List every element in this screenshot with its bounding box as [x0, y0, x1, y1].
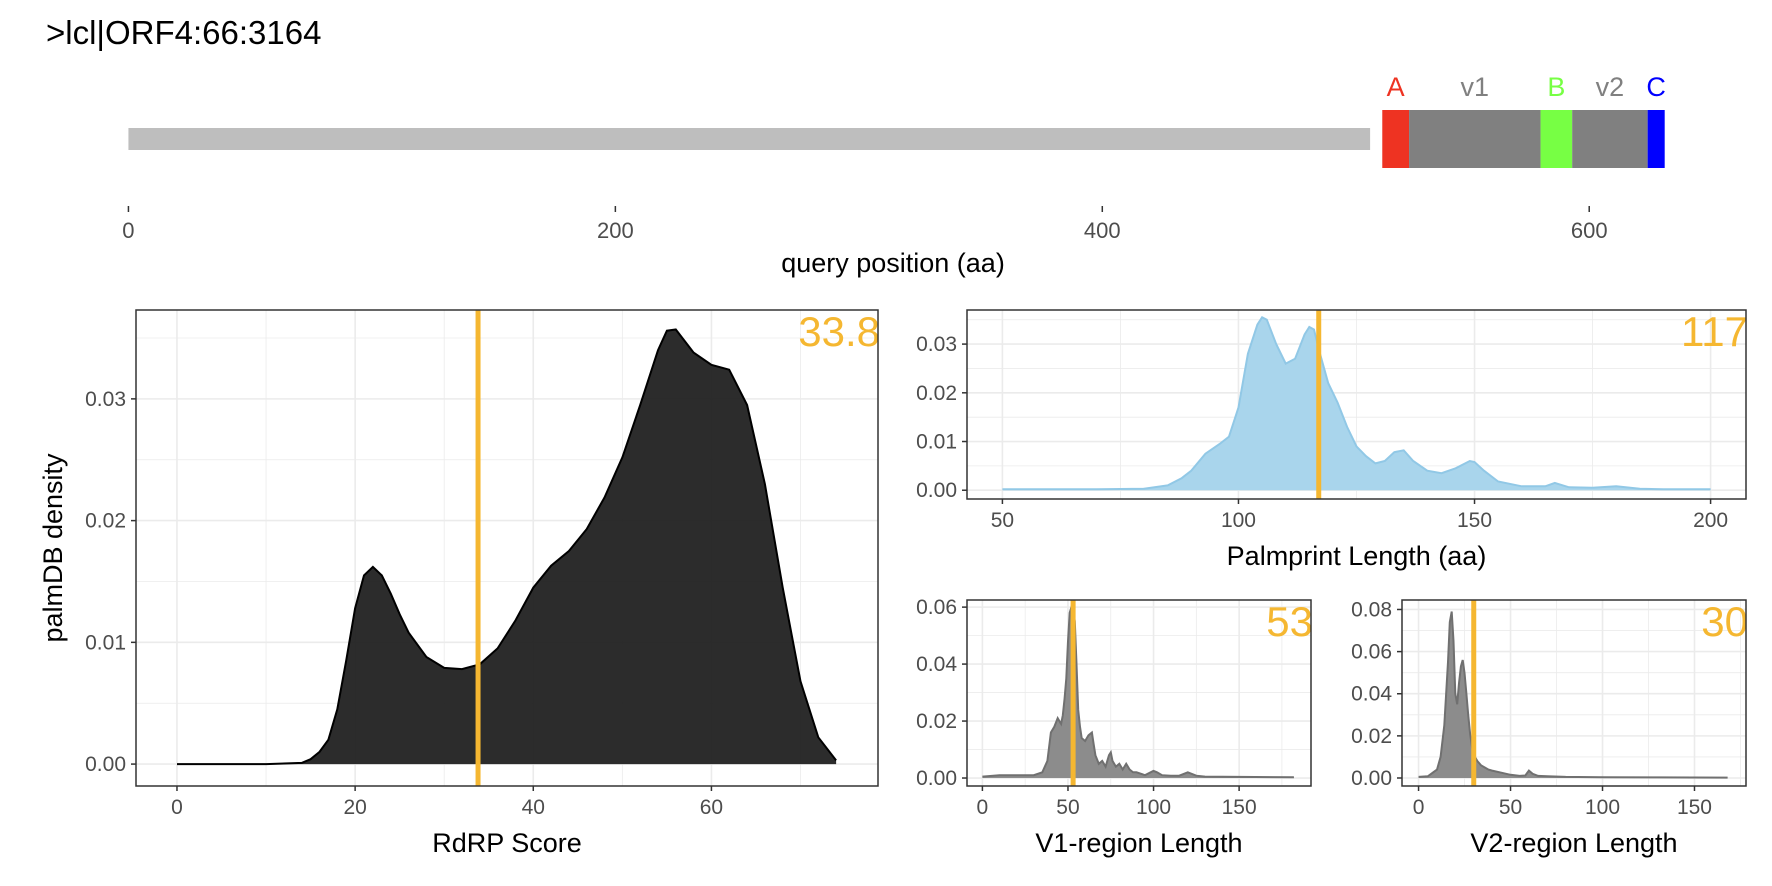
motif-segment-v1 [1409, 110, 1541, 168]
track-tick-label: 400 [1084, 218, 1121, 243]
track-tick-label: 200 [597, 218, 634, 243]
x-tick-label: 100 [1136, 796, 1171, 819]
y-tick-label: 0.00 [85, 753, 126, 776]
query-marker-value: 30 [1701, 598, 1748, 645]
density-line [1002, 315, 1711, 491]
query-bar [128, 128, 1371, 150]
x-tick-label: 0 [171, 796, 183, 819]
x-tick-label: 60 [700, 796, 723, 819]
plot-background [967, 600, 1311, 786]
motif-segment-B [1540, 110, 1573, 168]
track-tick-label: 0 [122, 218, 134, 243]
density-line [982, 605, 1294, 779]
x-axis-label: RdRP Score [432, 828, 582, 858]
density-area [982, 607, 1294, 779]
query-marker-value: 53 [1266, 598, 1313, 645]
x-tick-label: 100 [1585, 796, 1620, 819]
x-tick-label: 150 [1457, 509, 1492, 532]
y-tick-label: 0.01 [85, 631, 126, 654]
density-area [1002, 317, 1711, 491]
y-tick-label: 0.02 [1351, 725, 1392, 748]
y-tick-label: 0.00 [916, 479, 957, 502]
y-tick-label: 0.02 [916, 382, 957, 405]
motif-segment-A [1382, 110, 1410, 168]
panel-border [966, 309, 1747, 500]
motif-label-v1: v1 [1461, 72, 1490, 102]
motif-segment-C [1647, 110, 1665, 168]
y-tick-label: 0.04 [1351, 683, 1392, 706]
y-tick-label: 0.00 [916, 767, 957, 790]
sequence-title: >lcl|ORF4:66:3164 [46, 14, 322, 51]
x-tick-label: 0 [977, 796, 989, 819]
query-marker-value: 33.8 [798, 308, 880, 355]
panel-border [135, 309, 879, 787]
rdrp-score-panel: 33.8 0 20 40 60 0.00 0.01 0.02 0.03 RdRP Score pal… [38, 308, 880, 858]
track-tick-label: 600 [1571, 218, 1608, 243]
x-tick-label: 150 [1222, 796, 1257, 819]
v1-length-panel: 53 0 50 100 150 0.00 0.02 0.04 0.06 V1-region Len… [916, 596, 1313, 858]
x-tick-label: 200 [1693, 509, 1728, 532]
y-tick-label: 0.03 [916, 333, 957, 356]
panel-border [966, 599, 1312, 787]
x-tick-label: 100 [1221, 509, 1256, 532]
grid [967, 600, 1311, 786]
y-tick-label: 0.04 [916, 653, 957, 676]
x-tick-label: 50 [1056, 796, 1079, 819]
x-axis-label: V2-region Length [1470, 828, 1677, 858]
density-area [1418, 611, 1728, 778]
y-tick-label: 0.02 [916, 710, 957, 733]
motif-label-A: A [1387, 72, 1405, 102]
x-tick-label: 150 [1677, 796, 1712, 819]
x-tick-label: 20 [343, 796, 366, 819]
x-tick-label: 0 [1413, 796, 1425, 819]
v2-length-panel: 30 0 50 100 150 0.00 0.02 0.04 0.06 0.08 V2-region… [1351, 598, 1748, 858]
y-tick-label: 0.06 [916, 596, 957, 619]
y-tick-label: 0.00 [1351, 767, 1392, 790]
x-axis-label: Palmprint Length (aa) [1227, 541, 1487, 571]
track-x-axis-label: query position (aa) [781, 248, 1005, 278]
motif-segment-v2 [1572, 110, 1648, 168]
motif-label-C: C [1646, 72, 1666, 102]
density-line [177, 328, 837, 766]
palmprint-length-panel: 117 50 100 150 200 0.00 0.01 0.02 0.03 Palmprint … [916, 308, 1748, 571]
y-tick-label: 0.02 [85, 510, 126, 533]
y-tick-label: 0.01 [916, 431, 957, 454]
density-area [176, 329, 837, 765]
x-tick-label: 50 [1499, 796, 1522, 819]
x-axis-label: V1-region Length [1035, 828, 1242, 858]
motif-label-B: B [1547, 72, 1565, 102]
query-marker-value: 117 [1681, 308, 1748, 355]
y-tick-label: 0.08 [1351, 598, 1392, 621]
x-tick-label: 50 [991, 509, 1014, 532]
motif-label-v2: v2 [1596, 72, 1625, 102]
y-tick-label: 0.06 [1351, 641, 1392, 664]
y-axis-label: palmDB density [38, 453, 68, 643]
y-tick-label: 0.03 [85, 388, 126, 411]
x-tick-label: 40 [522, 796, 545, 819]
